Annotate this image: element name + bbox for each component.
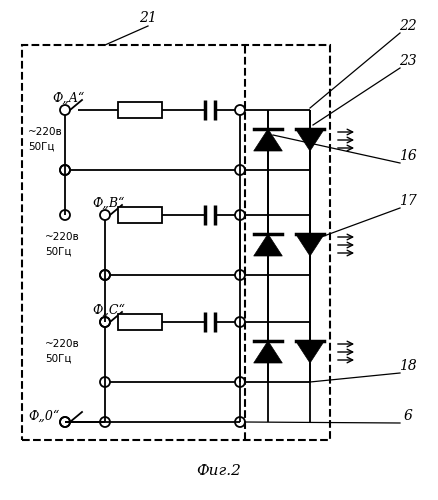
Text: 50Гц: 50Гц [28, 142, 54, 152]
Bar [118, 102, 162, 118]
Text: Фиг.2: Фиг.2 [197, 464, 241, 478]
Text: 21: 21 [139, 11, 157, 25]
Polygon shape [296, 234, 324, 256]
Text: Ф„C“: Ф„C“ [92, 304, 125, 317]
Text: 23: 23 [399, 54, 417, 68]
Text: Ф„A“: Ф„A“ [52, 92, 84, 105]
Text: 22: 22 [399, 19, 417, 33]
Polygon shape [254, 234, 283, 256]
Text: 16: 16 [399, 149, 417, 163]
Polygon shape [296, 341, 324, 363]
Polygon shape [296, 129, 324, 151]
Polygon shape [254, 341, 283, 363]
Text: Ф„0“: Ф„0“ [28, 410, 59, 423]
Text: 50Гц: 50Гц [45, 354, 71, 364]
Text: ~220в: ~220в [45, 232, 80, 242]
Text: 50Гц: 50Гц [45, 247, 71, 257]
Text: ~220в: ~220в [28, 127, 63, 137]
Text: 6: 6 [403, 409, 413, 423]
Text: Ф„B“: Ф„B“ [92, 197, 124, 210]
Bar [118, 314, 162, 330]
Text: 17: 17 [399, 194, 417, 208]
Bar [22, 45, 330, 440]
Bar [118, 207, 162, 223]
Text: ~220в: ~220в [45, 339, 80, 349]
Polygon shape [254, 129, 283, 151]
Text: 18: 18 [399, 359, 417, 373]
